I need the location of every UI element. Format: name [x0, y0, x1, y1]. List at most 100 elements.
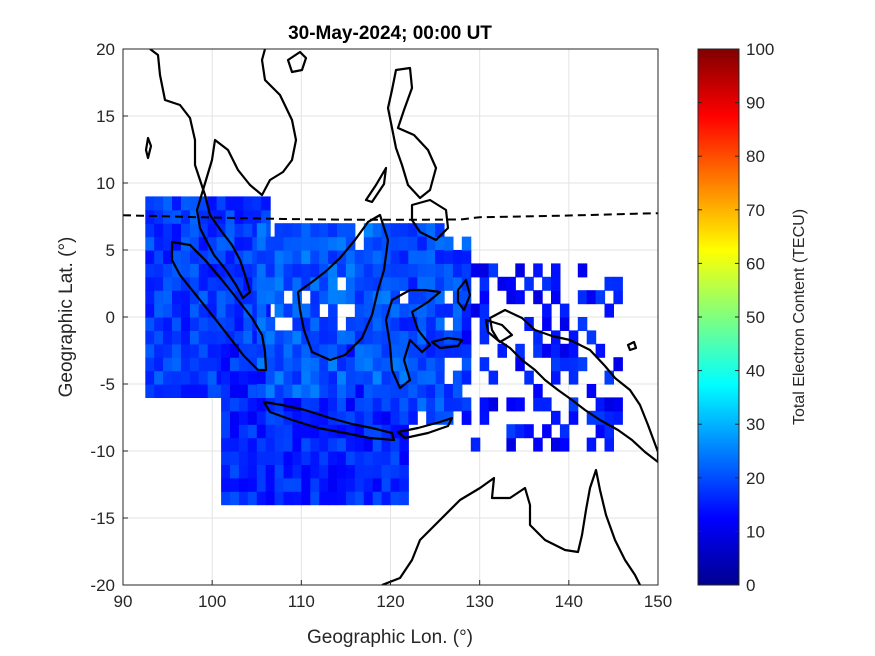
tec-cell — [265, 384, 276, 398]
tec-cell — [604, 424, 614, 439]
colorbar-tick-label: 100 — [746, 40, 774, 59]
tec-cell — [198, 343, 209, 358]
tec-cell — [221, 477, 231, 492]
tec-cell — [435, 330, 445, 345]
tec-cell — [230, 370, 240, 385]
tec-cell — [408, 370, 418, 385]
tec-cell — [354, 437, 365, 452]
tec-cell — [301, 317, 311, 331]
tec-cell — [216, 263, 227, 278]
tec-cell — [479, 303, 490, 318]
tec-cell — [426, 303, 436, 318]
tec-cell — [283, 477, 293, 492]
coastline-sumatra — [170, 240, 268, 372]
tec-cell — [595, 343, 606, 358]
tec-cell — [604, 276, 614, 291]
tec-cell — [372, 357, 383, 372]
tec-cell — [301, 451, 311, 465]
tec-cell — [390, 357, 400, 372]
tec-cell — [247, 451, 258, 465]
tec-cell — [230, 397, 240, 412]
tec-cell — [163, 317, 173, 331]
x-tick-label: 130 — [465, 592, 493, 611]
tec-cell — [363, 384, 374, 398]
tec-cell — [452, 276, 463, 291]
tec-cell — [265, 370, 276, 385]
tec-cell — [172, 290, 182, 305]
tec-cell — [292, 357, 302, 372]
tec-cell — [181, 209, 191, 224]
tec-cell — [265, 451, 276, 465]
tec-cell — [372, 317, 383, 331]
tec-cell — [189, 384, 200, 398]
tec-cell — [310, 303, 320, 318]
tec-cell — [461, 370, 472, 385]
tec-cell — [301, 343, 311, 358]
tec-cell — [154, 384, 164, 398]
tec-cell — [354, 397, 365, 412]
tec-cell — [613, 357, 623, 372]
tec-cell — [274, 464, 285, 479]
tec-cell — [444, 303, 454, 318]
tec-cell — [444, 397, 454, 412]
tec-cell — [506, 437, 516, 452]
tec-cell — [408, 317, 418, 331]
tec-cell — [234, 330, 244, 345]
tec-cell — [172, 384, 182, 398]
tec-cell — [247, 477, 258, 492]
tec-cell — [479, 317, 490, 331]
tec-cell — [301, 397, 311, 412]
tec-cell — [234, 317, 244, 331]
tec-cell — [542, 424, 552, 439]
tec-cell — [337, 263, 347, 278]
tec-cell — [399, 303, 409, 318]
tec-cell — [319, 330, 329, 345]
tec-cell — [163, 303, 173, 318]
tec-cell — [345, 317, 356, 331]
tec-cell — [243, 330, 253, 345]
tec-cell — [207, 330, 218, 345]
tec-cell — [345, 464, 356, 479]
tec-cell — [328, 384, 338, 398]
tec-cell — [181, 223, 191, 238]
tec-cell — [181, 343, 191, 358]
tec-cell — [172, 276, 182, 291]
tec-cell — [283, 236, 293, 251]
tec-cell — [444, 250, 454, 264]
tec-cell — [256, 357, 267, 372]
tec-cell — [328, 464, 338, 479]
tec-cell — [163, 236, 173, 251]
tec-cell — [372, 384, 383, 398]
tec-cell — [604, 303, 614, 318]
tec-cell — [301, 263, 311, 278]
tec-cell — [319, 424, 329, 439]
tec-cell — [256, 424, 267, 439]
tec-cell — [586, 330, 597, 345]
tec-cell — [363, 477, 374, 492]
tec-cell — [274, 477, 285, 492]
tec-cell — [163, 223, 173, 238]
tec-cell — [452, 303, 463, 318]
tec-cell — [533, 397, 543, 412]
tec-cell — [461, 250, 472, 264]
tec-cell — [247, 491, 258, 506]
tec-cell — [381, 303, 392, 318]
tec-cell — [381, 451, 392, 465]
tec-cell — [283, 330, 293, 345]
tec-cell — [145, 250, 155, 264]
tec-cell — [163, 290, 173, 305]
tec-cell — [399, 223, 409, 238]
tec-cell — [319, 437, 329, 452]
tec-cell — [230, 410, 240, 425]
tec-cell — [461, 330, 472, 345]
coastline-java — [262, 400, 396, 442]
tec-cell — [234, 209, 244, 224]
tec-cell — [283, 384, 293, 398]
tec-cell — [243, 263, 253, 278]
tec-cell — [551, 276, 561, 291]
tec-cell — [261, 196, 271, 211]
tec-cell — [381, 223, 392, 238]
tec-cell — [444, 343, 454, 358]
tec-cell — [328, 477, 338, 492]
tec-cell — [145, 343, 155, 358]
